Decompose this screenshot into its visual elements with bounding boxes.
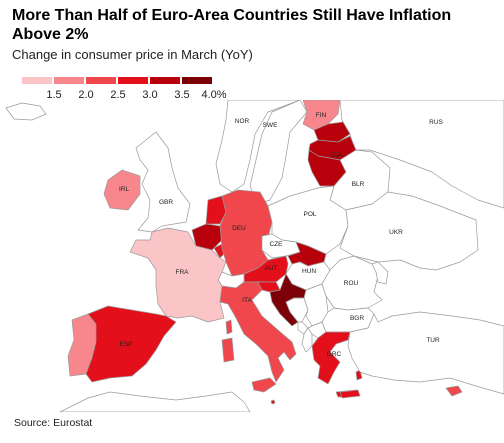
country-shape-bih <box>285 297 309 323</box>
country-shape-cre <box>339 389 361 399</box>
country-shape-cyp <box>445 385 463 397</box>
country-shape-nor <box>215 100 301 193</box>
country-shape-esp <box>85 305 177 383</box>
country-label-esp: ESP <box>119 341 132 348</box>
country-shape-ukr <box>339 191 479 271</box>
country-label-gbr: GBR <box>159 199 173 206</box>
legend-swatch <box>86 77 116 84</box>
country-shape-irl <box>103 169 141 211</box>
legend-tick-label: 2.5 <box>110 89 126 101</box>
country-label-irl: IRL <box>119 186 130 193</box>
country-shape-fra <box>129 227 227 323</box>
legend-tick-label: 3.5 <box>174 89 190 101</box>
europe-choropleth-map: NORSWEFINRUSESTLVALTUBLRIRLGBRNLDBELLUXD… <box>5 100 504 412</box>
country-label-aut: AUT <box>265 265 278 272</box>
country-label-cze: CZE <box>270 241 284 248</box>
country-shape-mda <box>371 261 389 285</box>
country-label-grc: GRC <box>327 351 342 358</box>
country-shape-gbr <box>135 131 191 233</box>
source-note: Source: Eurostat <box>14 417 93 429</box>
country-label-ita: ITA <box>242 297 252 304</box>
legend-tick-label: 2.0 <box>78 89 94 101</box>
chart-subtitle: Change in consumer price in March (YoY) <box>12 47 253 62</box>
legend-swatch <box>54 77 84 84</box>
country-shape-afr <box>59 391 251 412</box>
country-shape-isl <box>5 102 47 121</box>
country-label-ukr: UKR <box>389 229 403 236</box>
legend-swatch <box>150 77 180 84</box>
country-label-lva: LVA <box>331 152 343 159</box>
country-label-tur: TUR <box>426 337 440 344</box>
legend-swatch <box>22 77 52 84</box>
legend-tick-label: 4.0% <box>201 89 227 101</box>
chart-title: More Than Half of Euro-Area Countries St… <box>12 7 452 43</box>
country-label-rou: ROU <box>344 280 359 287</box>
country-label-pol: POL <box>303 211 316 218</box>
legend-swatch <box>118 77 148 84</box>
country-shape-sic <box>251 377 277 393</box>
country-label-fra: FRA <box>176 269 190 276</box>
country-shapes <box>5 100 504 412</box>
country-label-hun: HUN <box>302 268 316 275</box>
country-label-blr: BLR <box>352 181 365 188</box>
country-shape-tur <box>347 311 504 395</box>
country-label-rus: RUS <box>429 119 443 126</box>
legend-swatch <box>182 77 212 84</box>
country-shape-sar <box>221 337 235 363</box>
country-label-bgr: BGR <box>350 315 364 322</box>
legend-tick-label: 1.5 <box>46 89 62 101</box>
country-label-deu: DEU <box>232 225 246 232</box>
country-labels: NORSWEFINRUSESTLVALTUBLRIRLGBRNLDBELLUXD… <box>119 112 444 358</box>
country-label-fin: FIN <box>316 112 327 119</box>
country-label-swe: SWE <box>263 122 278 129</box>
country-label-nor: NOR <box>235 118 250 125</box>
country-shape-cor <box>225 319 233 335</box>
country-shape-nld <box>205 195 227 225</box>
legend-tick-label: 3.0 <box>142 89 158 101</box>
color-legend: 1.5 2.0 2.5 3.0 3.5 4.0% <box>22 77 236 101</box>
country-shape-mlt <box>270 399 276 405</box>
